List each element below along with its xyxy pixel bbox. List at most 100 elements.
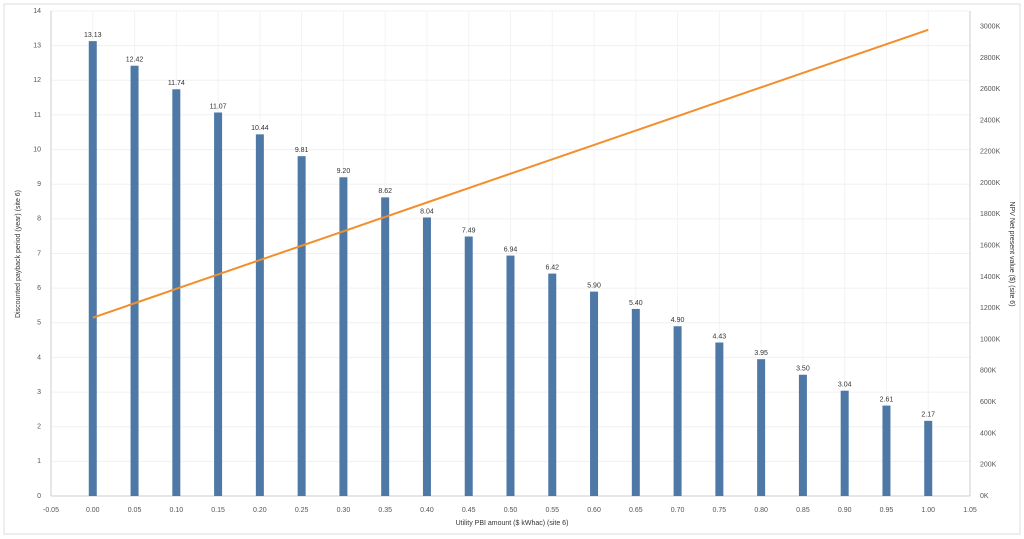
x-tick-label: 0.05	[128, 507, 142, 514]
data-label: 9.20	[337, 168, 351, 175]
bar	[715, 342, 724, 496]
x-tick-label: 0.90	[838, 507, 852, 514]
bar	[214, 112, 223, 496]
bar	[255, 134, 264, 497]
x-tick-label: 0.70	[671, 507, 685, 514]
bar	[673, 326, 682, 496]
y2-tick-label: 600K	[980, 399, 997, 406]
y2-tick-label: 2600K	[980, 86, 1001, 93]
data-label: 5.90	[587, 282, 601, 289]
x-tick-label: 0.55	[545, 507, 559, 514]
y2-tick-label: 2000K	[980, 180, 1001, 187]
data-label: 8.04	[420, 208, 434, 215]
x-tick-label: 0.20	[253, 507, 267, 514]
data-label: 3.04	[838, 382, 852, 389]
y-tick-label: 3	[37, 389, 41, 396]
y-tick-label: 11	[34, 112, 41, 119]
bar	[422, 217, 431, 496]
x-tick-label: 0.35	[378, 507, 392, 514]
x-tick-label: 1.05	[963, 507, 977, 514]
x-tick-label: 0.50	[504, 507, 518, 514]
bar	[464, 236, 473, 496]
data-label: 8.62	[378, 188, 392, 195]
data-label: 11.74	[168, 80, 185, 87]
bar	[798, 374, 807, 496]
y-tick-label: 12	[33, 77, 41, 84]
data-label: 2.17	[921, 412, 935, 419]
x-tick-label: 0.45	[462, 507, 476, 514]
data-label: 6.42	[545, 264, 559, 271]
x-tick-label: 0.00	[86, 507, 100, 514]
x-tick-label: 0.10	[170, 507, 184, 514]
bar	[882, 405, 891, 496]
bar	[88, 41, 97, 497]
y2-tick-label: 1000K	[980, 336, 1001, 343]
x-tick-label: 0.85	[796, 507, 810, 514]
y-tick-label: 7	[37, 250, 41, 257]
data-label: 12.42	[126, 57, 144, 64]
x-tick-label: 1.00	[921, 507, 935, 514]
y-tick-label: 0	[37, 493, 41, 500]
chart-frame	[3, 3, 1021, 535]
data-label: 9.81	[295, 147, 309, 154]
x-tick-label: 0.40	[420, 507, 434, 514]
y2-tick-label: 0K	[980, 493, 989, 500]
bar	[381, 197, 390, 496]
y-tick-label: 2	[37, 424, 41, 431]
y-tick-label: 8	[37, 216, 41, 223]
bar	[548, 273, 557, 496]
y-tick-label: 6	[37, 285, 41, 292]
bar	[840, 390, 849, 496]
bar	[172, 89, 181, 497]
x-tick-label: -0.05	[43, 507, 59, 514]
bar	[297, 156, 306, 496]
data-label: 13.13	[84, 32, 102, 39]
x-tick-label: 0.25	[295, 507, 309, 514]
y2-tick-label: 1800K	[980, 211, 1001, 218]
x-tick-label: 0.30	[337, 507, 351, 514]
data-label: 6.94	[504, 246, 518, 253]
data-label: 10.44	[251, 125, 269, 132]
bar	[631, 308, 640, 496]
y-tick-label: 4	[37, 354, 41, 361]
bar	[130, 65, 139, 496]
data-label: 5.40	[629, 300, 643, 307]
data-label: 3.50	[796, 366, 810, 373]
y2-tick-label: 400K	[980, 430, 997, 437]
data-label: 7.49	[462, 227, 476, 234]
x-tick-label: 0.15	[211, 507, 225, 514]
y2-tick-label: 800K	[980, 368, 997, 375]
x-tick-label: 0.75	[713, 507, 727, 514]
bar	[924, 420, 933, 496]
y-axis-title: Discounted payback period (year) (site 6…	[15, 190, 22, 318]
x-axis-title: Utility PBI amount ($ kWhac) (site 6)	[456, 520, 569, 527]
bar	[757, 359, 766, 496]
y2-axis-title: NPV Net present value ($) (site 6)	[1008, 201, 1015, 306]
y-tick-label: 1	[37, 458, 41, 465]
y2-tick-label: 2200K	[980, 149, 1001, 156]
line	[92, 28, 929, 319]
data-label: 11.07	[210, 103, 227, 110]
y-tick-label: 14	[33, 8, 41, 15]
y2-tick-label: 1400K	[980, 274, 1001, 281]
y2-tick-label: 200K	[980, 462, 997, 469]
y-tick-label: 13	[33, 42, 41, 49]
bar	[339, 177, 348, 497]
y2-tick-label: 2400K	[980, 117, 1001, 124]
y2-tick-label: 3000K	[980, 23, 1001, 30]
y2-tick-label: 1600K	[980, 243, 1001, 250]
bar	[506, 255, 515, 496]
x-tick-label: 0.65	[629, 507, 643, 514]
bar	[590, 291, 599, 496]
y2-tick-label: 1200K	[980, 305, 1001, 312]
data-label: 4.90	[671, 317, 685, 324]
y-tick-label: 9	[37, 181, 41, 188]
y-tick-label: 10	[33, 146, 41, 153]
data-label: 3.95	[754, 350, 768, 357]
x-tick-label: 0.95	[880, 507, 894, 514]
data-label: 2.61	[880, 396, 894, 403]
x-tick-label: 0.60	[587, 507, 601, 514]
y2-tick-label: 2800K	[980, 55, 1001, 62]
